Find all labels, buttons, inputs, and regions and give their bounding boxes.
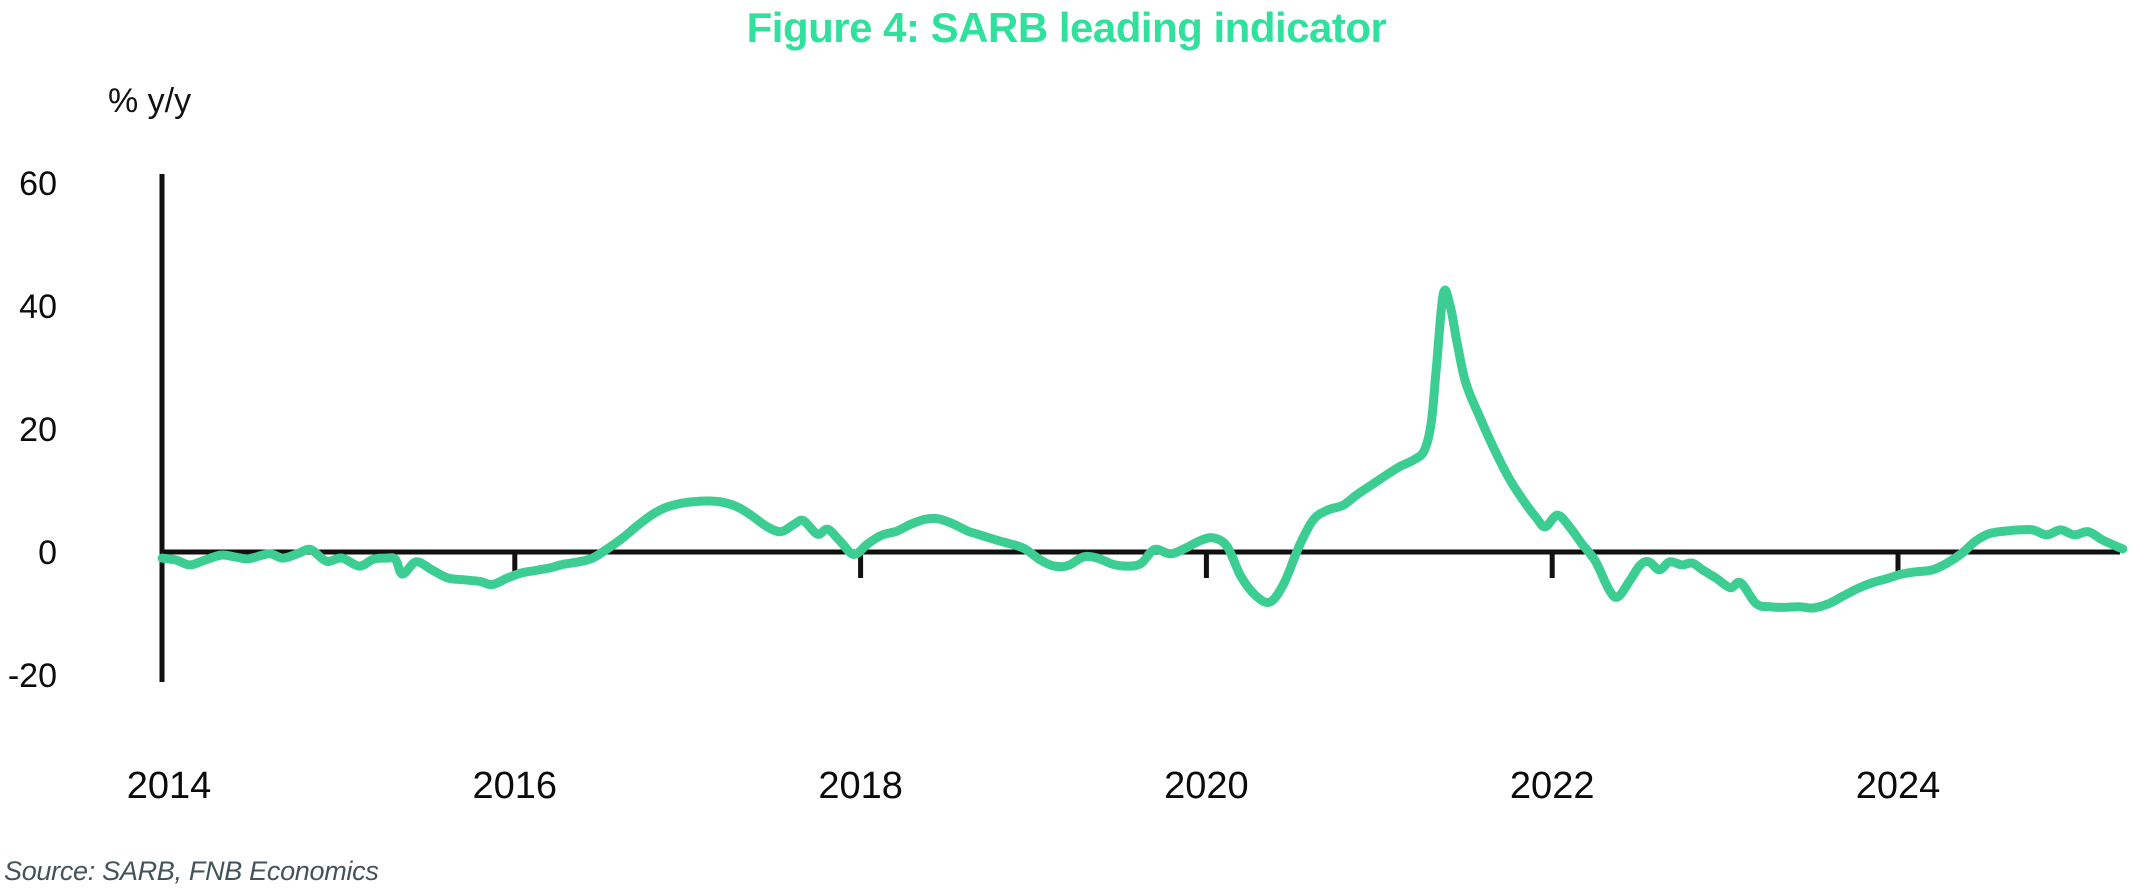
x-tick-label-2024: 2024 <box>1856 765 1941 807</box>
y-axis-tick-labels: 60 40 20 0 -20 <box>8 165 57 695</box>
indicator-line <box>157 285 2128 613</box>
axes <box>159 174 2120 682</box>
chart-title: Figure 4: SARB leading indicator <box>746 4 1387 51</box>
y-tick-label-60: 60 <box>19 165 57 203</box>
y-tick-label--20: -20 <box>8 657 57 695</box>
x-tick-label-2016: 2016 <box>473 765 558 807</box>
series-group <box>157 285 2128 613</box>
y-tick-label-20: 20 <box>19 411 57 449</box>
x-tick-label-2018: 2018 <box>818 765 903 807</box>
y-tick-label-0: 0 <box>38 534 57 572</box>
source-note: Source: SARB, FNB Economics <box>4 856 379 886</box>
y-axis-unit-label: % y/y <box>108 82 192 120</box>
x-tick-label-2022: 2022 <box>1510 765 1595 807</box>
x-tick-label-2014: 2014 <box>127 765 212 807</box>
y-tick-label-40: 40 <box>19 288 57 326</box>
x-tick-label-2020: 2020 <box>1164 765 1249 807</box>
x-axis-tick-labels: 2014 2016 2018 2020 2022 2024 <box>127 765 1941 807</box>
